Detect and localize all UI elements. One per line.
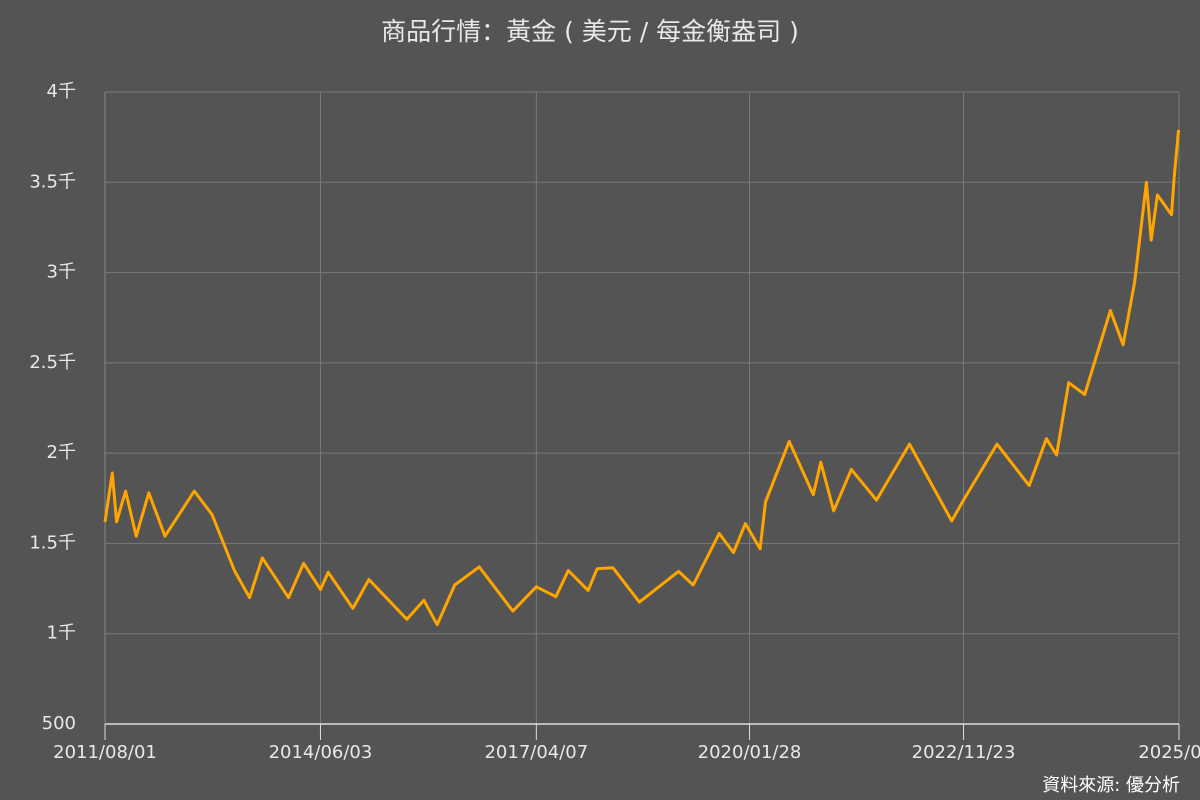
source-note: 資料來源: 優分析 [1042, 775, 1180, 796]
chart-title: 商品行情：黃金 ( 美元 / 每金衡盎司 ) [381, 17, 799, 46]
price-line [103, 129, 1181, 627]
y-tick-label: 4千 [47, 81, 76, 102]
y-tick-label: 2.5千 [29, 352, 76, 373]
y-tick-label: 1.5千 [29, 532, 76, 553]
x-tick-label: 2022/11/23 [912, 742, 1016, 763]
x-tick-label: 2025/0… [1138, 742, 1200, 763]
y-tick-label: 3.5千 [29, 171, 76, 192]
y-tick-label: 500 [42, 713, 76, 734]
x-tick-label: 2020/01/28 [698, 742, 802, 763]
y-tick-label: 3千 [47, 262, 76, 283]
x-tick-label: 2017/04/07 [484, 742, 588, 763]
y-tick-label: 2千 [47, 442, 76, 463]
x-tick-label: 2014/06/03 [269, 742, 373, 763]
x-tick-label: 2011/08/01 [53, 742, 157, 763]
y-tick-label: 1千 [47, 623, 76, 644]
